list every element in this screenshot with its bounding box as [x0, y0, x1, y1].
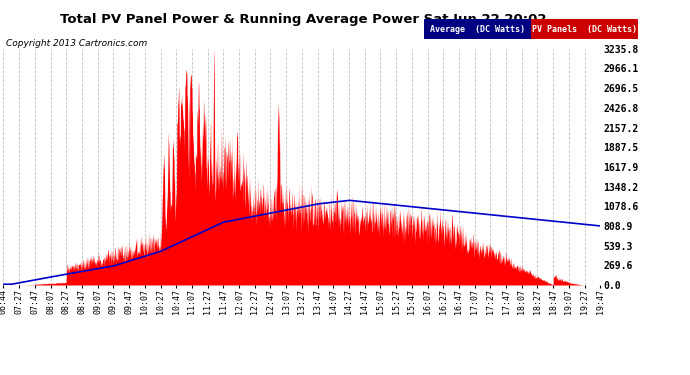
Text: Average  (DC Watts): Average (DC Watts) — [431, 25, 525, 34]
Text: Total PV Panel Power & Running Average Power Sat Jun 22 20:02: Total PV Panel Power & Running Average P… — [60, 13, 547, 26]
Text: Copyright 2013 Cartronics.com: Copyright 2013 Cartronics.com — [6, 39, 147, 48]
Text: PV Panels  (DC Watts): PV Panels (DC Watts) — [532, 25, 638, 34]
